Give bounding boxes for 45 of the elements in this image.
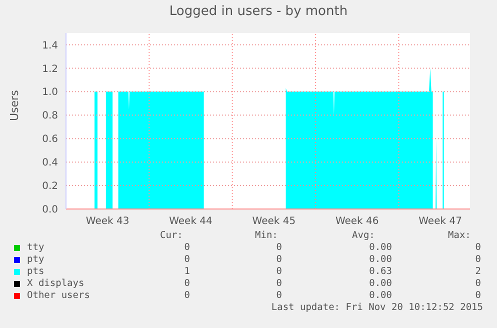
legend-label: pty [27,254,44,266]
x-tick-label: Week 46 [335,216,379,228]
y-tick-label: 0.6 [42,134,58,146]
text: Cur: [160,230,183,242]
text: 0 [276,266,282,278]
legend-label: X displays [27,278,84,290]
x-tick-label: Week 44 [169,216,212,228]
y-tick-label: 0.4 [42,158,58,169]
text: Max: [448,230,471,242]
text: 0 [475,242,481,254]
legend-label: tty [27,242,44,254]
text: 0 [475,278,481,290]
text: 2 [475,266,481,278]
text: 0.63 [369,266,392,278]
x-tick-label: Week 43 [86,216,130,228]
legend-label: pts [27,266,44,278]
text: 0 [184,242,190,254]
y-tick-label: 1.2 [42,64,58,75]
text: Min: [255,230,278,242]
text: 0.00 [369,290,392,302]
y-tick-label: 1.0 [42,87,58,98]
text: 0 [184,278,190,290]
text: 0.00 [369,242,392,254]
y-tick-label: 0.2 [42,181,58,192]
x-tick-label: Week 47 [418,216,462,228]
text: Avg: [352,230,375,242]
text: 0 [184,290,190,302]
y-tick-label: 0.8 [42,110,58,122]
text: 1 [184,266,190,278]
x-tick-label: Week 45 [252,216,296,228]
chart-title: Logged in users - by month [168,3,349,21]
y-tick-label: 1.4 [42,40,58,52]
y-tick-label: 0.0 [42,204,58,216]
text: 0 [276,254,282,266]
text: 0 [475,290,481,302]
text: 0 [475,254,481,266]
text: 0.00 [369,278,392,290]
text: Last update: Fri Nov 20 10:12:52 2015 [270,302,484,314]
text: 0 [276,278,282,290]
text: 0 [276,242,282,254]
text: 0 [184,254,190,266]
legend-label: Other users [27,290,90,302]
text: 0.00 [369,254,392,266]
y-axis-title: Users [8,90,21,121]
text: 0 [276,290,282,302]
